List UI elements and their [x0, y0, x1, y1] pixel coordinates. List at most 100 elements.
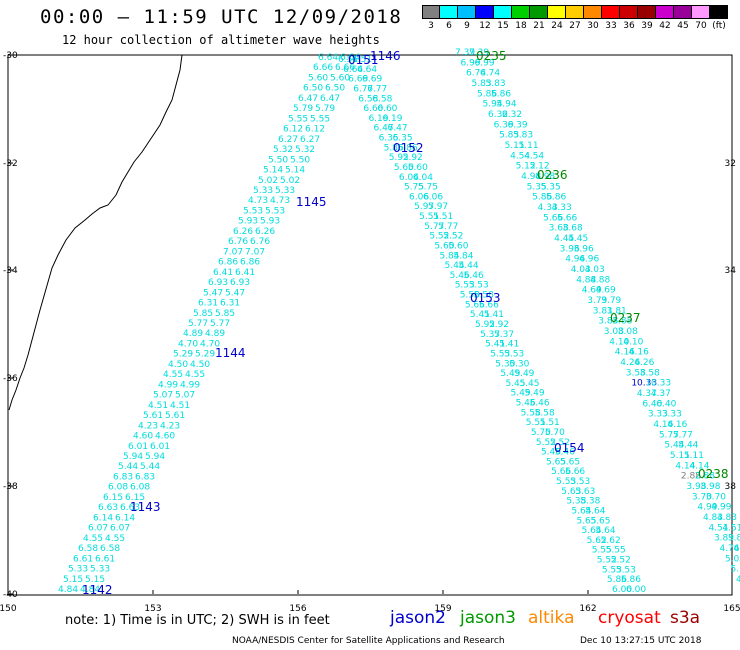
wave-height-value: 3.33: [662, 410, 682, 420]
wave-height-value: 6.74: [466, 69, 486, 79]
wave-height-value: 4.83: [717, 513, 737, 523]
wave-height-value: 7.39: [469, 48, 489, 58]
wave-height-value: 4.54: [524, 151, 544, 161]
wave-height-value: 6.93: [230, 278, 250, 288]
wave-height-value: 5.83: [513, 131, 533, 141]
wave-height-value: 5.44: [118, 462, 138, 472]
wave-height-value: 5.32: [295, 145, 315, 155]
color-scale-label: 39: [641, 21, 653, 31]
color-swatch: [692, 5, 710, 19]
wave-height-value: 5.35: [541, 182, 561, 192]
color-swatch: [512, 5, 530, 19]
wave-height-value: 5.77: [438, 222, 458, 232]
pass-time-label: 0152: [393, 141, 424, 155]
lat-label: 32: [725, 159, 736, 169]
wave-height-value: 5.66: [565, 467, 585, 477]
wave-height-value: 5.55: [310, 114, 330, 124]
lat-label: 38: [725, 482, 737, 492]
wave-height-value: 5.41: [470, 310, 490, 320]
wave-height-value: 5.29: [173, 350, 193, 360]
wave-height-value: 5.53: [504, 349, 524, 359]
wave-height-value: 5.12: [530, 162, 550, 172]
wave-height-value: 4.37: [637, 389, 657, 399]
wave-height-value: 5.53: [455, 281, 475, 291]
wave-height-value: 4.99: [158, 380, 178, 390]
wave-height-value: 5.47: [203, 288, 223, 298]
wave-height-value: 3.08: [618, 327, 638, 337]
wave-height-value: 3.08: [604, 327, 624, 337]
wave-height-value: 5.86: [491, 89, 511, 99]
wave-height-value: 6.61: [95, 554, 115, 564]
wave-height-value: 5.11: [519, 141, 539, 151]
wave-height-value: 4.98: [535, 172, 555, 182]
pass-time-label: 0154: [554, 441, 585, 455]
wave-height-value: 5.64: [582, 526, 602, 536]
wave-height-value: 6.14: [115, 513, 135, 523]
wave-height-value: 7.07: [223, 247, 243, 257]
wave-height-value: 3.79: [601, 296, 621, 306]
wave-height-value: 4.23: [138, 421, 158, 431]
wave-height-value: 6.58: [372, 94, 392, 104]
wave-height-value: 5.58: [460, 291, 480, 301]
wave-height-value: 4.50: [190, 360, 210, 370]
color-swatch: [566, 5, 584, 19]
wave-height-value: 5.84: [453, 251, 473, 261]
color-scale-label: 42: [659, 21, 671, 31]
wave-height-value: 5.86: [546, 193, 566, 203]
wave-height-value: 3.81: [593, 306, 613, 316]
wave-height-value: 3.98: [700, 482, 720, 492]
legend-cryosat: cryosat: [598, 608, 661, 628]
wave-height-value: 5.65: [590, 516, 610, 526]
wave-height-value: 5.44: [140, 462, 160, 472]
wave-height-value: 2.88: [681, 472, 701, 482]
wave-height-value: 4.14: [675, 461, 695, 471]
wave-height-value: 5.50: [290, 155, 310, 165]
wave-height-value: 5.46: [530, 399, 550, 409]
wave-height-value: 5.70: [545, 428, 565, 438]
wave-height-value: 5.84: [439, 251, 459, 261]
wave-height-value: 5.60: [408, 163, 428, 173]
pass-time-label: 0235: [476, 49, 507, 63]
wave-height-value: 4.26: [620, 358, 640, 368]
wave-height-value: 4.96: [565, 255, 585, 265]
wave-height-value: 5.61: [143, 411, 163, 421]
page-title: 00:00 – 11:59 UTC 12/09/2018: [40, 6, 403, 28]
color-scale-label: 33: [605, 21, 617, 31]
wave-height-value: 3.96: [574, 244, 594, 254]
wave-height-value: 4.98: [521, 172, 541, 182]
wave-height-value: 6.64: [357, 65, 377, 75]
wave-height-value: 5.46: [464, 271, 484, 281]
wave-height-value: 5.41: [484, 310, 504, 320]
wave-height-value: 5.60: [434, 241, 454, 251]
wave-height-value: 6.93: [208, 278, 228, 288]
wave-height-value: 6.31: [220, 299, 240, 309]
wave-height-value: 4.33: [538, 203, 558, 213]
wave-height-value: 4.10: [609, 337, 629, 347]
wave-height-value: 6.64: [318, 53, 338, 63]
wave-height-value: 6.41: [235, 268, 255, 278]
wave-height-value: 4.37: [651, 389, 671, 399]
wave-height-value: 5.07: [175, 391, 195, 401]
wave-height-value: 5.35: [527, 182, 547, 192]
wave-height-value: 6.99: [461, 58, 481, 68]
legend-altika: altika: [528, 608, 575, 628]
wave-height-value: 5.44: [664, 441, 684, 451]
color-swatch: [638, 5, 656, 19]
color-scale-label: 18: [515, 21, 527, 31]
pass-time-label: 0153: [470, 291, 501, 305]
wave-height-value: 5.53: [570, 477, 590, 487]
legend-jason2: jason2: [390, 608, 446, 628]
wave-height-value: 10.33: [645, 379, 671, 389]
wave-height-value: 5.83: [499, 131, 519, 141]
wave-height-value: 2.88: [695, 472, 715, 482]
wave-height-value: 5.53: [469, 281, 489, 291]
wave-height-value: 6.74: [480, 69, 500, 79]
wave-height-value: 4.51: [170, 401, 190, 411]
color-swatch: [710, 5, 728, 19]
wave-height-value: 6.04: [413, 173, 433, 183]
wave-height-value: 4.26: [634, 358, 654, 368]
color-scale-label: 21: [533, 21, 545, 31]
wave-height-value: 4.96: [579, 255, 599, 265]
wave-height-value: 5.66: [557, 213, 577, 223]
wave-height-value: 4.03: [585, 265, 605, 275]
